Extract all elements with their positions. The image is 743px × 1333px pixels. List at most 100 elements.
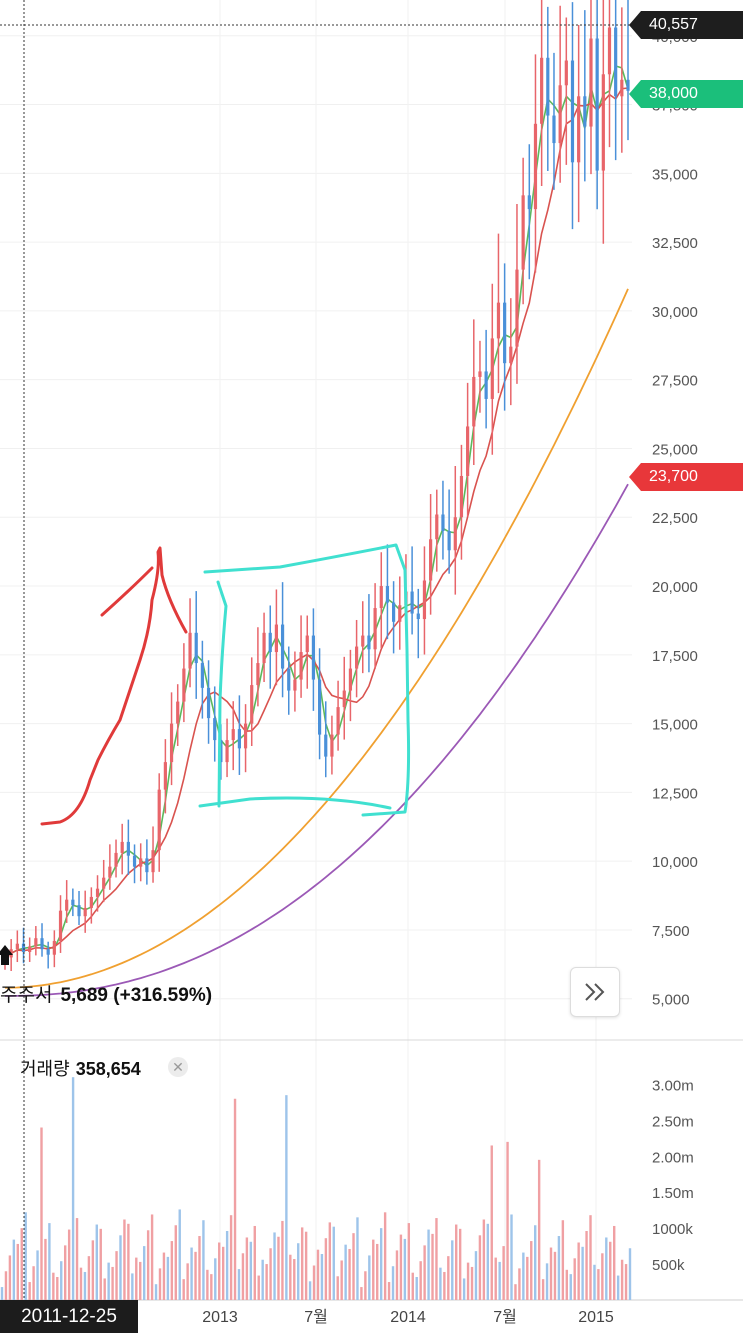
volume-bar	[447, 1256, 450, 1300]
volume-bar	[455, 1224, 458, 1300]
ma60-line	[5, 288, 629, 989]
candle	[299, 615, 303, 698]
candle	[120, 823, 124, 875]
candle-body	[145, 858, 149, 873]
candle	[373, 583, 377, 669]
close-volume-icon[interactable]: ✕	[168, 1057, 188, 1077]
candle	[28, 937, 32, 962]
volume-bar	[261, 1259, 264, 1300]
red-arrow-annotation	[40, 546, 188, 826]
price-tick-label: 20,000	[652, 579, 698, 596]
volume-bar	[210, 1274, 213, 1300]
volume-bar	[71, 1077, 75, 1300]
volume-bar	[63, 1245, 67, 1300]
candle	[65, 880, 69, 923]
candle	[620, 7, 624, 153]
volume-bar	[320, 1254, 324, 1300]
volume-bar	[526, 1256, 529, 1300]
candle-body	[34, 938, 38, 947]
price-tick-label: 27,500	[652, 373, 698, 390]
candle-body	[311, 635, 316, 680]
volume-bar	[466, 1262, 470, 1300]
candle-body	[83, 907, 87, 917]
candle-body	[324, 734, 328, 757]
volume-bar	[589, 1215, 592, 1300]
volume-bar	[482, 1219, 486, 1300]
candle-body	[367, 635, 371, 650]
volume-bar	[474, 1251, 478, 1300]
volume-bar	[150, 1214, 154, 1300]
candle-body	[484, 371, 488, 399]
candle	[89, 887, 93, 924]
candle-body	[496, 302, 501, 339]
candle-body	[441, 514, 445, 532]
volume-bar	[20, 1228, 23, 1300]
candle-body	[472, 376, 476, 427]
candle-body	[28, 946, 32, 952]
volume-bar	[79, 1267, 83, 1300]
candle	[330, 715, 334, 775]
volume-bar	[403, 1238, 407, 1300]
scroll-to-latest-button[interactable]	[570, 967, 620, 1017]
candle	[206, 660, 211, 744]
candle-body	[65, 899, 69, 911]
candle	[515, 204, 519, 384]
candle-body	[126, 841, 130, 856]
volume-tick-label: 3.00m	[652, 1077, 694, 1094]
candle-body	[410, 591, 414, 614]
candle-body	[206, 687, 211, 719]
date-tick-label: 2015	[578, 1309, 614, 1326]
volume-bar	[293, 1259, 296, 1300]
candle	[385, 544, 390, 640]
volume-bar	[265, 1264, 268, 1300]
candle-body	[40, 938, 44, 950]
volume-bar	[522, 1252, 525, 1300]
ticker-name: 주주서	[0, 985, 53, 1006]
volume-bar	[123, 1219, 126, 1300]
candle-body	[182, 668, 186, 702]
candle-body	[280, 624, 285, 669]
volume-bar	[470, 1266, 474, 1300]
candle-body	[95, 888, 100, 897]
hand-drawn-annotations	[40, 543, 411, 826]
candle	[176, 684, 180, 747]
volume-summary: 거래량 358,654	[20, 1055, 141, 1081]
candle-body	[540, 57, 544, 124]
volume-bar	[502, 1246, 505, 1300]
ma120-line	[5, 483, 629, 997]
candle	[46, 941, 50, 969]
candle	[108, 844, 112, 890]
volume-bar	[624, 1264, 628, 1300]
candle	[293, 651, 297, 712]
volume-bar	[75, 1218, 79, 1300]
candle	[151, 826, 155, 883]
volume-bar	[376, 1243, 379, 1300]
ticker-change: 5,689 (+316.59%)	[60, 985, 213, 1006]
volume-bar	[451, 1240, 454, 1300]
candle-body	[509, 346, 513, 364]
candle-body	[330, 734, 334, 757]
candle-body	[570, 60, 575, 163]
volume-bar	[186, 1263, 189, 1300]
volume-bar	[411, 1272, 414, 1300]
price-tick-label: 15,000	[652, 717, 698, 734]
candle-body	[250, 685, 254, 724]
candle	[361, 601, 365, 674]
candle	[182, 643, 186, 723]
candle	[558, 5, 562, 183]
candle-body	[151, 850, 155, 873]
price-tick-label: 30,000	[652, 304, 698, 321]
candle	[83, 890, 87, 933]
candle	[546, 6, 550, 171]
candle	[256, 627, 260, 707]
candle	[262, 612, 266, 682]
candle-body	[533, 123, 538, 210]
volume-bar	[328, 1222, 332, 1300]
candle	[250, 657, 254, 747]
candle	[564, 17, 568, 165]
price-axis: 5,000 7,500 10,000 12,500 15,000 17,500 20,000…	[652, 29, 698, 1009]
volume-bar	[387, 1282, 391, 1300]
candle-body	[595, 38, 599, 171]
volume-bar	[514, 1284, 517, 1300]
